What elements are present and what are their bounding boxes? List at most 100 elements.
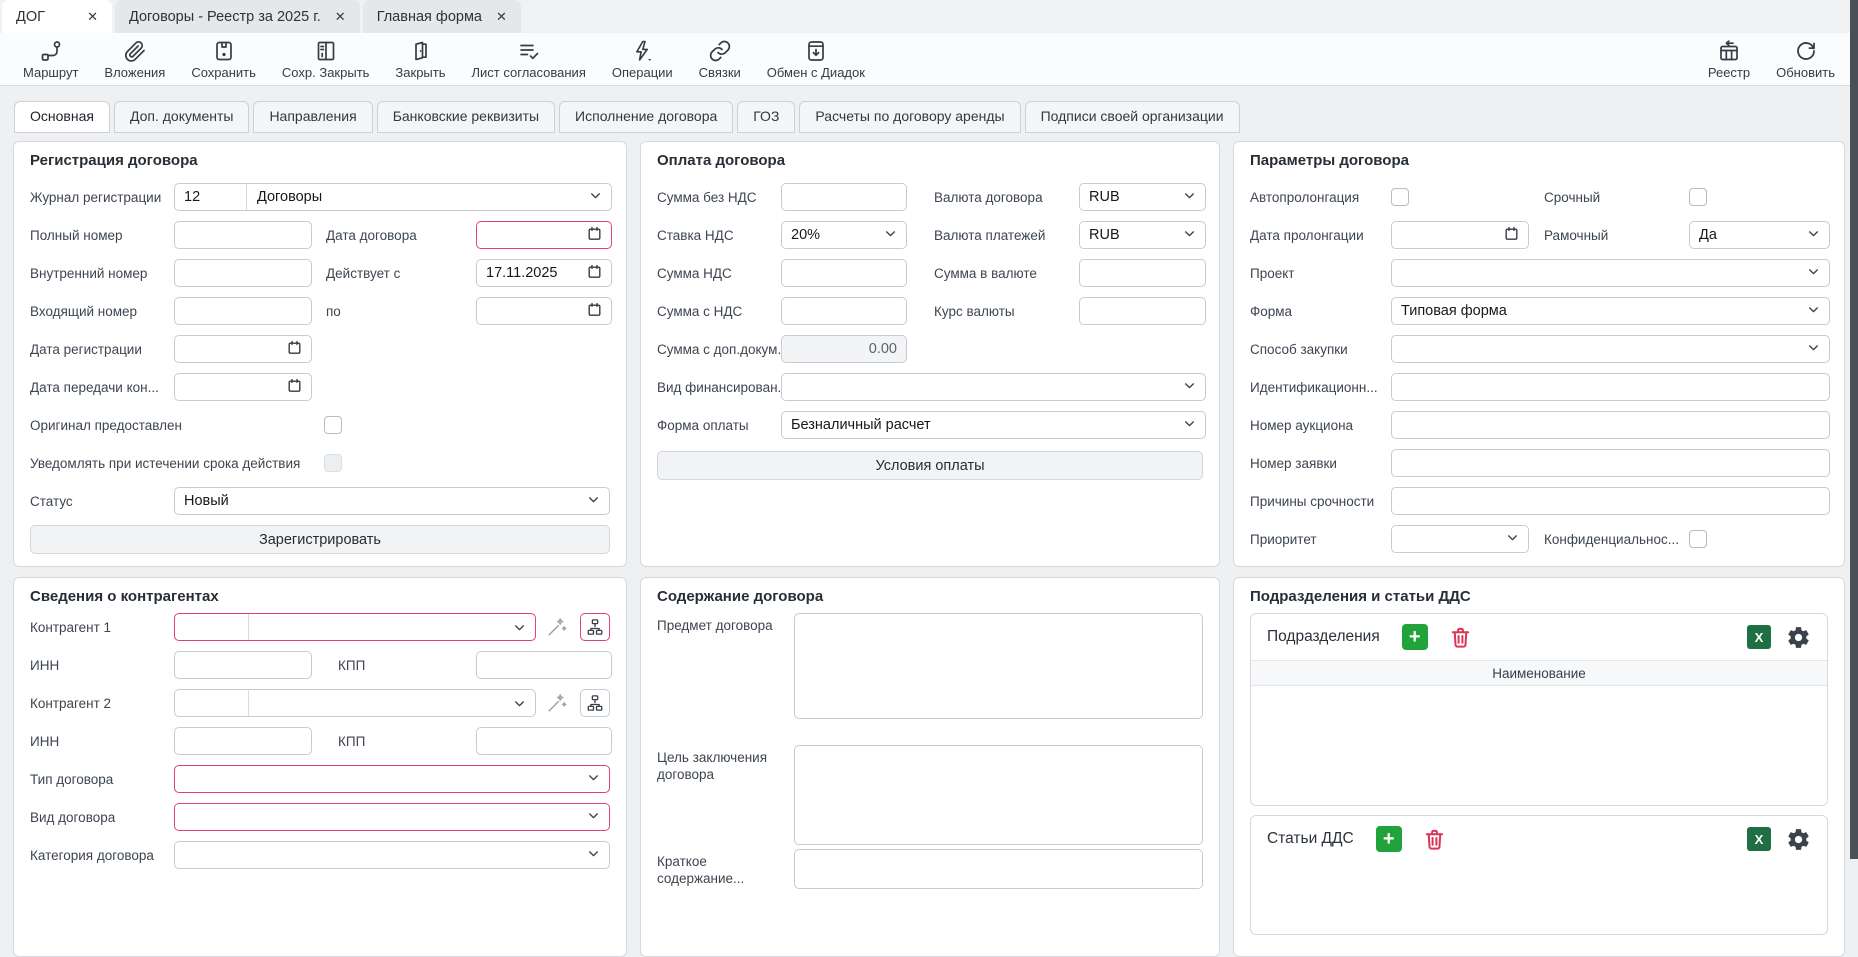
calendar-icon[interactable] [287,378,302,397]
inn2-input[interactable] [174,727,312,755]
valid-to-input[interactable] [476,297,612,325]
window-tab-registry[interactable]: Договоры - Реестр за 2025 г. ✕ [115,0,360,33]
hierarchy-tree-button[interactable] [580,613,610,641]
calendar-icon[interactable] [287,340,302,359]
contract-category-select[interactable] [174,841,610,869]
diadoc-exchange-button[interactable]: Обмен с Диадок [754,37,878,82]
tab-rent-settlements[interactable]: Расчеты по договору аренды [799,101,1021,133]
refresh-button[interactable]: Обновить [1763,37,1848,82]
route-button[interactable]: Маршрут [10,37,91,82]
summary-textarea[interactable] [794,849,1203,889]
prolong-date-input[interactable] [1391,221,1529,249]
framework-select[interactable]: Да [1689,221,1830,249]
chevron-down-icon [587,809,600,826]
tab-additional-documents[interactable]: Доп. документы [113,101,250,133]
vat-rate-select[interactable]: 20% [781,221,907,249]
kpp2-label: КПП [338,733,366,749]
original-provided-checkbox[interactable] [324,416,342,434]
subject-textarea[interactable] [794,613,1203,719]
delete-dds-article-button[interactable] [1422,826,1448,852]
ident-input[interactable] [1391,373,1830,401]
delete-department-button[interactable] [1448,624,1474,650]
counterparty1-select[interactable] [174,613,537,641]
save-button[interactable]: Сохранить [178,37,269,82]
full-number-input[interactable] [174,221,312,249]
calendar-icon[interactable] [587,226,602,245]
sum-in-currency-input[interactable] [1079,259,1206,287]
chevron-down-icon [1807,341,1820,358]
counterparty2-select[interactable] [174,689,537,717]
tab-own-org-signatures[interactable]: Подписи своей организации [1024,101,1240,133]
hierarchy-tree-button[interactable] [580,689,610,717]
sum-no-vat-input[interactable] [781,183,907,211]
settings-button[interactable] [1785,624,1811,650]
magic-wand-button[interactable] [544,689,570,717]
financing-type-select[interactable] [781,373,1206,401]
reg-date-input[interactable] [174,335,312,363]
links-button[interactable]: Связки [686,37,754,82]
attachments-button[interactable]: Вложения [91,37,178,82]
contract-type-label: Тип договора [30,771,114,787]
tab-directions[interactable]: Направления [253,101,373,133]
save-close-button[interactable]: Сохр. Закрыть [269,37,383,82]
chevron-down-icon [1183,227,1196,244]
contract-date-input[interactable] [476,221,612,249]
departments-table-header: Наименование [1251,660,1827,686]
auction-number-input[interactable] [1391,411,1830,439]
internal-number-input[interactable] [174,259,312,287]
valid-from-input[interactable]: 17.11.2025 [476,259,612,287]
settings-button[interactable] [1785,826,1811,852]
calendar-icon[interactable] [1504,226,1519,245]
kpp1-input[interactable] [476,651,612,679]
magic-wand-button[interactable] [544,613,570,641]
approval-sheet-button[interactable]: Лист согласования [459,37,599,82]
urgent-checkbox[interactable] [1689,188,1707,206]
purchase-method-select[interactable] [1391,335,1830,363]
window-tab-dog[interactable]: ДОГ ✕ [2,0,112,33]
tab-contract-execution[interactable]: Исполнение договора [559,101,734,133]
pay-currency-select[interactable]: RUB [1079,221,1206,249]
tab-goz[interactable]: ГОЗ [737,101,796,133]
vertical-scrollbar[interactable] [1850,0,1858,859]
inn1-input[interactable] [174,651,312,679]
payment-terms-button[interactable]: Условия оплаты [657,451,1203,480]
calendar-icon[interactable] [587,302,602,321]
autoprolong-checkbox[interactable] [1391,188,1409,206]
tab-main[interactable]: Основная [14,101,110,133]
add-dds-article-button[interactable]: + [1375,826,1402,852]
status-select[interactable]: Новый [174,487,610,515]
request-number-input[interactable] [1391,449,1830,477]
autoprolong-label: Автопролонгация [1250,189,1360,205]
incoming-number-input[interactable] [174,297,312,325]
transfer-date-input[interactable] [174,373,312,401]
operations-button[interactable]: Операции [599,37,686,82]
registry-button[interactable]: Реестр [1695,37,1763,82]
tab-bank-details[interactable]: Банковские реквизиты [376,101,556,133]
register-button[interactable]: Зарегистрировать [30,525,610,554]
add-department-button[interactable]: + [1401,624,1428,650]
close-button[interactable]: Закрыть [382,37,458,82]
window-tab-main-form[interactable]: Главная форма ✕ [362,0,521,33]
form-select[interactable]: Типовая форма [1391,297,1830,325]
currency-rate-input[interactable] [1079,297,1206,325]
contract-kind-select[interactable] [174,803,610,831]
departments-table-body[interactable] [1251,686,1827,805]
export-excel-button[interactable]: X [1747,827,1771,851]
payment-form-select[interactable]: Безналичный расчет [781,411,1206,439]
sum-with-vat-input[interactable] [781,297,907,325]
close-icon[interactable]: ✕ [334,9,346,24]
confidential-checkbox[interactable] [1689,530,1707,548]
contract-type-select[interactable] [174,765,610,793]
close-icon[interactable]: ✕ [496,9,507,24]
kpp2-input[interactable] [476,727,612,755]
calendar-icon[interactable] [587,264,602,283]
goal-textarea[interactable] [794,745,1203,845]
contract-currency-select[interactable]: RUB [1079,183,1206,211]
registration-journal-select[interactable]: 12 Договоры [174,183,612,211]
project-select[interactable] [1391,259,1830,287]
vat-sum-input[interactable] [781,259,907,287]
priority-select[interactable] [1391,525,1529,553]
export-excel-button[interactable]: X [1747,625,1771,649]
urgency-reason-input[interactable] [1391,487,1830,515]
close-icon[interactable]: ✕ [87,9,98,24]
